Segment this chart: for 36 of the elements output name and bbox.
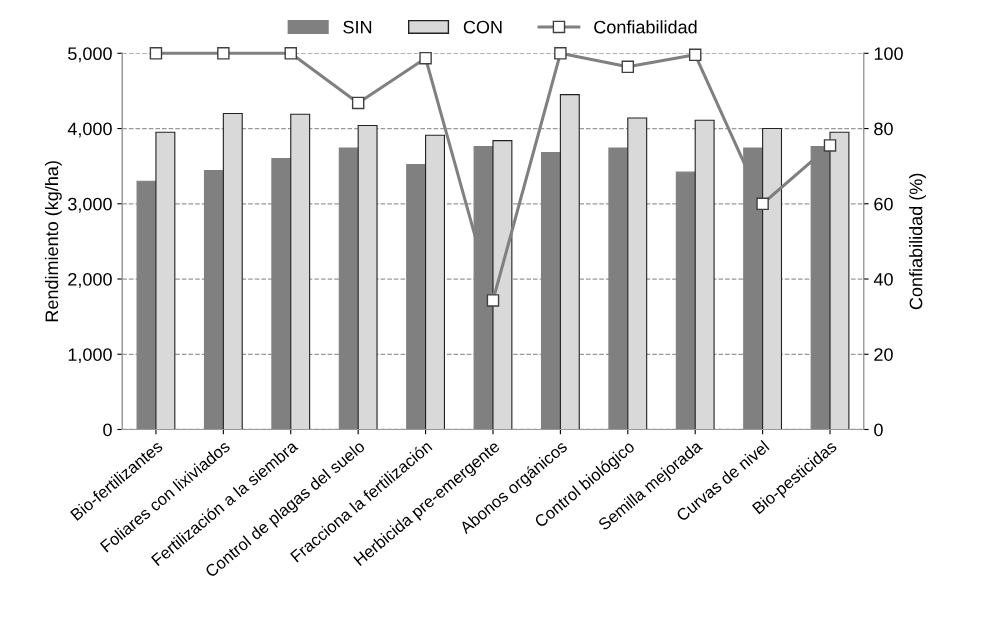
bar xyxy=(203,170,224,430)
y2-tick-label: 60 xyxy=(874,197,893,211)
bar xyxy=(762,127,783,430)
bar xyxy=(338,147,359,430)
bar xyxy=(357,124,378,430)
bar xyxy=(675,171,696,430)
bar xyxy=(425,134,446,430)
y2-tick-label: 100 xyxy=(874,47,903,61)
y-tick-label: 0 xyxy=(103,423,112,437)
y-tick-label: 4,000 xyxy=(67,122,112,138)
y-tick-label: 3,000 xyxy=(68,197,112,213)
y2-tick-label: 80 xyxy=(874,122,893,136)
bar xyxy=(694,119,715,430)
bar xyxy=(222,112,243,430)
bar xyxy=(406,164,427,430)
y-tick-label: 1,000 xyxy=(68,348,112,364)
bar xyxy=(492,140,513,430)
bar xyxy=(540,152,561,430)
legend-label: Confiabilidad xyxy=(594,20,697,34)
legend-label: CON xyxy=(463,20,502,34)
legend-label: SIN xyxy=(343,20,372,34)
y-tick-label: 5,000 xyxy=(68,47,112,63)
bar xyxy=(559,94,580,430)
bar xyxy=(136,180,157,430)
bar xyxy=(290,113,311,430)
bar xyxy=(627,117,648,430)
bar xyxy=(271,158,292,430)
y2-tick-label: 40 xyxy=(873,272,893,286)
bar xyxy=(155,131,176,430)
y-axis-title: Rendimiento (kg/ha) xyxy=(44,161,62,322)
y2-tick-label: 20 xyxy=(874,348,893,361)
y-tick-label: 2,000 xyxy=(68,272,112,288)
bar xyxy=(608,147,629,430)
y2-axis-title: Confiabilidad (%) xyxy=(909,173,926,310)
bar xyxy=(829,131,850,430)
y2-tick-label: 0 xyxy=(874,423,883,437)
